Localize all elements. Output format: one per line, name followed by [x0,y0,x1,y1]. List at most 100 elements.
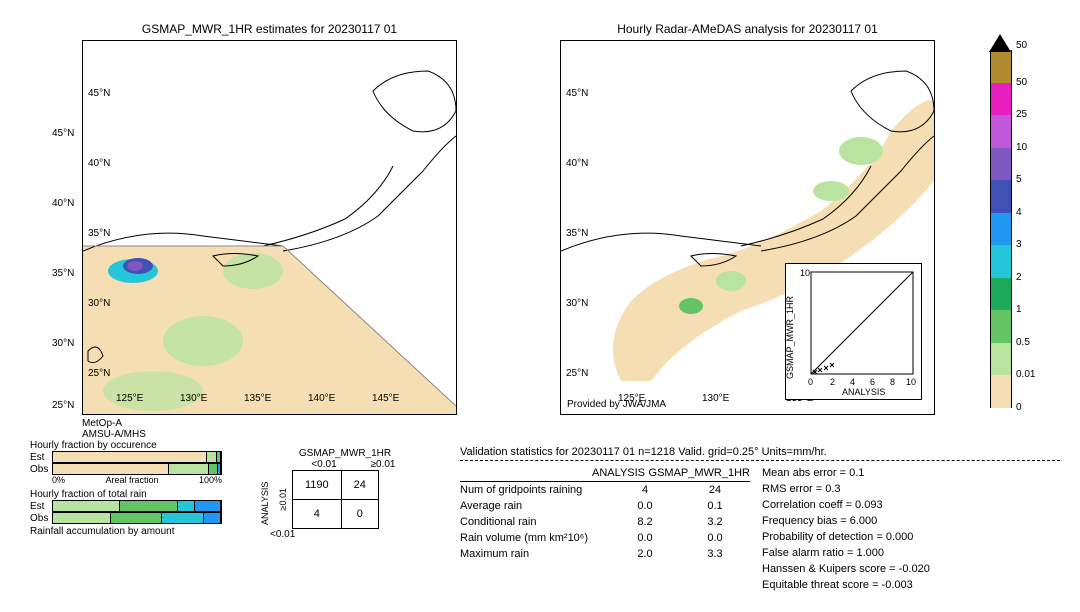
inset-scatter: ANALYSIS GSMAP_MWR_1HR 0 2 4 6 8 10 10 [785,263,922,400]
ytick-in: 30°N [88,298,110,309]
colorbar-label: 0.5 [1016,337,1030,348]
ctable-cell: 1190 [293,471,342,500]
stats-metric: Correlation coeff = 0.093 [762,497,930,513]
xtick: 135°E [244,393,271,404]
bar2-title: Hourly fraction of total rain [30,489,230,500]
ytick-in: 35°N [566,228,588,239]
left-map [82,40,457,415]
bar-segment [53,513,111,523]
ctable-row-title: ANALYSIS [260,475,270,525]
inset-xtick: 6 [870,377,875,387]
bars-footer: Rainfall accumulation by amount [30,526,230,537]
stats-row: Num of gridpoints raining424 [460,482,750,498]
ctable-cell: 0 [341,500,378,529]
colorbar-label: 5 [1016,174,1022,185]
inset-xtick: 4 [850,377,855,387]
bar-segment [178,501,195,511]
stats-metric: Hanssen & Kuipers score = -0.020 [762,561,930,577]
right-map-title: Hourly Radar-AMeDAS analysis for 2023011… [560,22,935,36]
stats-row-v2: 3.2 [680,516,750,528]
colorbar-label: 0 [1016,402,1022,413]
stats-ch1: GSMAP_MWR_1HR [649,467,750,479]
ctable-cell: 24 [341,471,378,500]
stats-metric: Frequency bias = 6.000 [762,513,930,529]
ytick: 45°N [52,128,74,139]
xtick: 125°E [618,393,645,404]
colorbar-segment [990,245,1012,278]
colorbar-label: 2 [1016,272,1022,283]
stats-row: Conditional rain8.23.2 [460,514,750,530]
stats-blank [460,467,589,479]
contingency-table: GSMAP_MWR_1HR ANALYSIS <0.01 ≥0.01 ≥0.01… [260,448,410,540]
bar-segment [111,513,161,523]
inset-xtick: 8 [890,377,895,387]
precip-blob [716,271,746,291]
stats-row-v1: 4 [610,484,680,496]
axis-label: Areal fraction [105,475,158,485]
bar-segment [218,464,221,474]
bar2: EstObs [30,500,230,524]
stats-row-v1: 2.0 [610,548,680,560]
stats-metric: RMS error = 0.3 [762,481,930,497]
bar-row: Est [30,500,230,512]
ytick: 35°N [52,268,74,279]
colorbar-segment [990,115,1012,148]
colorbar-segment [990,310,1012,343]
bar-row: Obs [30,512,230,524]
colorbar-label: 25 [1016,109,1027,120]
colorbar-segment [990,180,1012,213]
coastline-hokkaido [373,71,456,132]
bar-row: Est [30,451,230,463]
stats-row-v1: 0.0 [610,500,680,512]
ytick-in: 35°N [88,228,110,239]
colorbar-segment [990,278,1012,311]
ctable-cell: 4 [293,500,342,529]
bar-segment [217,452,221,462]
ctable-col-title: GSMAP_MWR_1HR [280,448,410,459]
precip-blob [813,181,849,201]
ytick-in: 30°N [566,298,588,309]
stats-metric: Mean abs error = 0.1 [762,465,930,481]
bar-segment [53,464,169,474]
bar-track [52,463,222,475]
bar1-title: Hourly fraction by occurence [30,440,230,451]
colorbar-segment [990,50,1012,83]
stats-row-name: Conditional rain [460,516,610,528]
precip-blob [163,316,243,366]
colorbar-segment [990,213,1012,246]
colorbar-label: 3 [1016,239,1022,250]
colorbar-label: 0.01 [1016,369,1035,380]
bar-segment [204,513,221,523]
stats-row-v2: 0.0 [680,532,750,544]
colorbar [990,50,1010,408]
ctable-ch0: <0.01 [292,459,356,470]
bar-segment [162,513,204,523]
bar-row-label: Obs [30,513,52,524]
colorbar-label: 1 [1016,304,1022,315]
ytick-in: 45°N [88,88,110,99]
bar-row-label: Est [30,501,52,512]
provided-by: Provided by JWA/JMA [567,399,666,410]
left-map-svg [83,41,456,414]
ytick: 30°N [52,338,74,349]
bar-segment [207,452,216,462]
bar-row-label: Est [30,452,52,463]
stats-row-name: Rain volume (mm km²10⁶) [460,532,610,544]
stats-row-v1: 0.0 [610,532,680,544]
stats-row: Average rain0.00.1 [460,498,750,514]
bar-track [52,451,222,463]
fraction-bars: Hourly fraction by occurence EstObs 0% A… [30,440,230,537]
inset-xlabel: ANALYSIS [842,387,885,397]
axis-left: 0% [52,475,65,485]
ytick-in: 40°N [88,158,110,169]
xtick: 130°E [702,393,729,404]
colorbar-label: 50 [1016,77,1027,88]
stats-row: Maximum rain2.03.3 [460,546,750,562]
coastline [561,233,761,251]
bar-row: Obs [30,463,230,475]
stats-row-v2: 3.3 [680,548,750,560]
precip-blob [839,137,883,165]
colorbar-label: 50 [1016,40,1027,51]
bar1: EstObs [30,451,230,475]
stats-row-v2: 24 [680,484,750,496]
